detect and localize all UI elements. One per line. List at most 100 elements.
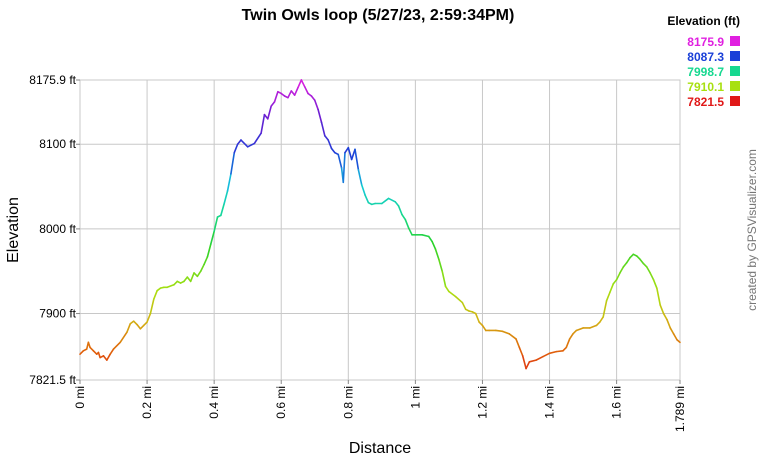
elevation-line-segment (126, 322, 132, 333)
elevation-line-segment (568, 333, 574, 340)
elevation-line-segment (588, 324, 598, 329)
x-tick-label: 1.4 mi (543, 386, 557, 419)
legend-swatch (730, 51, 740, 61)
elevation-line-segment (612, 278, 618, 285)
elevation-line-segment (106, 353, 111, 361)
elevation-line-segment (337, 153, 343, 169)
elevation-line-segment (97, 351, 101, 359)
legend-title: Elevation (ft) (667, 14, 740, 28)
elevation-line-segment (293, 86, 299, 96)
elevation-line-segment (656, 287, 662, 306)
elevation-line-segment (666, 318, 672, 329)
elevation-line-segment (233, 143, 239, 154)
elevation-line-segment (407, 227, 413, 236)
legend-swatch (730, 36, 740, 46)
elevation-line-segment (220, 202, 226, 217)
legend-value: 8175.9 (687, 35, 724, 49)
elevation-line-segment (166, 283, 175, 289)
elevation-line-segment (508, 333, 517, 340)
elevation-line-segment (481, 324, 487, 332)
elevation-line-segment (102, 355, 108, 361)
elevation-line-segment (652, 278, 658, 289)
x-tick-label: 0.4 mi (207, 386, 221, 419)
x-tick-label: 1.2 mi (475, 386, 489, 419)
elevation-line-segment (676, 338, 681, 344)
legend-value: 8087.3 (687, 50, 724, 64)
elevation-line-segment (501, 330, 511, 335)
y-tick-label: 8000 ft (39, 222, 76, 236)
elevation-line-segment (149, 298, 155, 315)
elevation-line-segment (649, 272, 655, 281)
elevation-line-segment (461, 301, 467, 311)
elevation-line-segment (427, 235, 433, 243)
y-tick-label: 8175.9 ft (29, 73, 76, 87)
elevation-line-segment (434, 248, 440, 261)
elevation-line-segment (448, 290, 457, 298)
elevation-line-segment (528, 359, 537, 363)
elevation-line-segment (330, 147, 336, 154)
elevation-line-segment (136, 323, 142, 330)
elevation-line-segment (112, 341, 122, 350)
x-axis-ticks: 0 mi 0.2 mi 0.4 mi 0.6 mi 0.8 mi 1 mi 1.2 mi 1.… (73, 380, 687, 432)
elevation-line-segment (260, 113, 266, 135)
elevation-line-segment (394, 201, 400, 207)
elevation-line-segment (287, 90, 293, 99)
legend-value: 7998.7 (687, 65, 724, 79)
legend-swatch (730, 81, 740, 91)
elevation-line-segment (360, 184, 366, 196)
elevation-line-segment (397, 205, 403, 216)
elevation-line-segment (196, 270, 202, 278)
elevation-line-segment (327, 139, 333, 150)
legend-value: 7910.1 (687, 80, 724, 94)
elevation-line-segment (381, 197, 390, 205)
elevation-line-segment (387, 197, 397, 203)
elevation-line-segment (521, 355, 527, 370)
elevation-line-segment (209, 230, 215, 245)
elevation-line-segment (183, 276, 189, 283)
elevation-line-segment (495, 329, 504, 333)
elevation-line-segment (609, 283, 615, 294)
y-tick-label: 7900 ft (39, 307, 76, 321)
elevation-line-segment (313, 99, 319, 111)
x-tick-label: 0.6 mi (274, 386, 288, 419)
elevation-line-segment (267, 105, 272, 120)
legend-swatch (730, 66, 740, 76)
elevation-line-segment (619, 266, 625, 274)
elevation-line-segment (659, 304, 665, 315)
elevation-line-segment (206, 243, 212, 258)
elevation-line-segment (199, 263, 205, 273)
x-tick-label: 1.6 mi (610, 386, 624, 419)
elevation-line-segment (518, 346, 524, 357)
elevation-line-segment (602, 300, 608, 318)
elevation-line-segment (273, 90, 279, 103)
elevation-line-segment (230, 151, 236, 175)
elevation-line-segment (317, 108, 323, 124)
elevation-line-segment (270, 101, 276, 107)
elevation-line-segment (565, 338, 571, 349)
elevation-line-segment (87, 341, 91, 349)
elevation-line-segment (474, 312, 480, 323)
elevation-line-segment (203, 256, 209, 266)
elevation-line-segment (357, 168, 363, 186)
x-axis-label: Distance (349, 440, 411, 457)
legend: Elevation (ft) 8175.98087.37998.77910.17… (667, 14, 740, 109)
elevation-line-segment (454, 295, 464, 304)
elevation-line-segment (431, 240, 437, 251)
elevation-line-segment (240, 139, 249, 148)
elevation-line-segment (364, 194, 370, 204)
elevation-line-segment (672, 333, 678, 341)
chart-title: Twin Owls loop (5/27/23, 2:59:34PM) (242, 7, 515, 24)
elevation-line-segment (639, 258, 645, 265)
elevation-line-segment (438, 258, 444, 273)
elevation-line-segment (303, 85, 309, 95)
elevation-line-segment (401, 213, 407, 221)
elevation-line-segment (253, 132, 262, 145)
y-tick-label: 8100 ft (39, 137, 76, 151)
elevation-line-segment (441, 270, 447, 288)
elevation-line-segment (223, 190, 229, 205)
elevation-line-segment (213, 216, 219, 233)
elevation-line-segment (444, 285, 450, 293)
elevation-line-segment (236, 139, 242, 146)
elevation-line-segment (535, 355, 544, 361)
